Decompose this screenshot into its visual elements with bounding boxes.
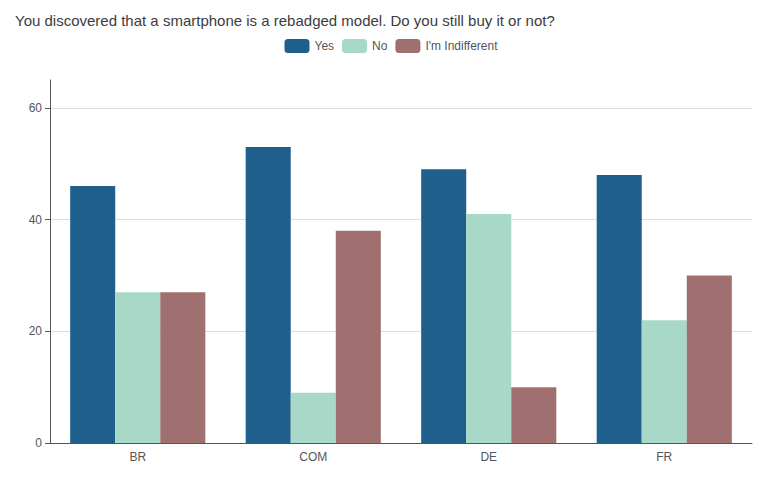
svg-text:0: 0 xyxy=(35,436,42,450)
svg-text:BR: BR xyxy=(129,450,146,464)
svg-text:60: 60 xyxy=(29,101,43,115)
svg-text:FR: FR xyxy=(656,450,672,464)
svg-text:You discovered that a smartpho: You discovered that a smartphone is a re… xyxy=(15,12,555,29)
svg-text:Yes: Yes xyxy=(314,39,334,53)
svg-text:20: 20 xyxy=(29,324,43,338)
svg-text:No: No xyxy=(372,39,388,53)
svg-text:DE: DE xyxy=(480,450,497,464)
svg-text:I'm Indifferent: I'm Indifferent xyxy=(425,39,498,53)
svg-text:40: 40 xyxy=(29,213,43,227)
svg-text:COM: COM xyxy=(299,450,327,464)
